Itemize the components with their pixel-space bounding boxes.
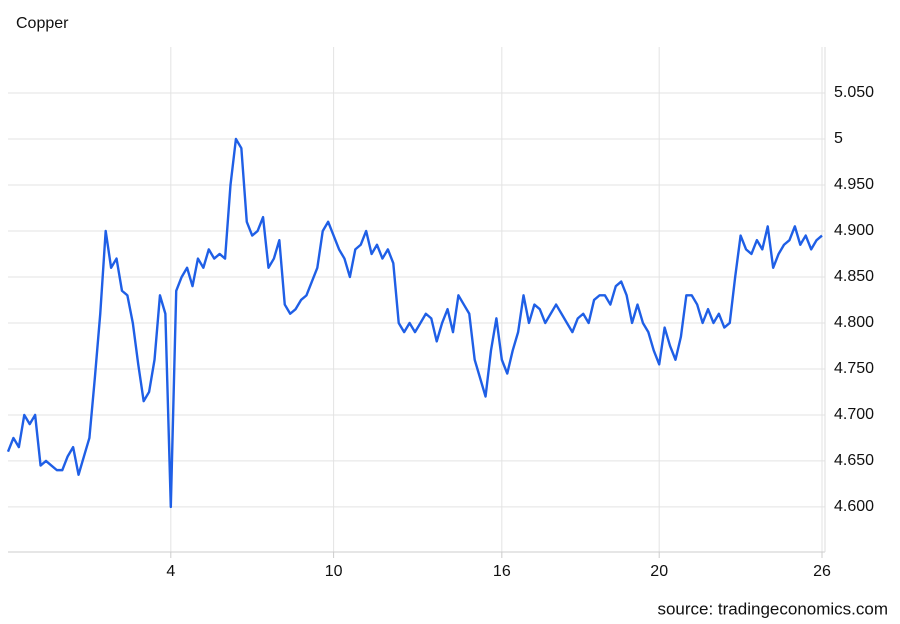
x-tick-label: 26 [813,563,831,580]
y-tick-label: 5.050 [834,84,874,101]
x-tick-label: 16 [493,563,511,580]
x-tick-label: 4 [166,563,175,580]
y-tick-label: 4.600 [834,498,874,515]
price-line [6,137,823,509]
y-tick-label: 4.900 [834,222,874,239]
x-tick-label: 10 [325,563,343,580]
y-tick-label: 4.850 [834,268,874,285]
y-tick-label: 4.800 [834,314,874,331]
chart-title: Copper [16,15,69,32]
source: source: tradingeconomics.com [657,599,888,618]
x-tick-label: 20 [650,563,668,580]
y-tick-label: 4.700 [834,406,874,423]
y-tick-label: 4.750 [834,360,874,377]
y-tick-label: 4.950 [834,176,874,193]
y-tick-label: 4.650 [834,452,874,469]
y-tick-label: 5 [834,130,843,147]
